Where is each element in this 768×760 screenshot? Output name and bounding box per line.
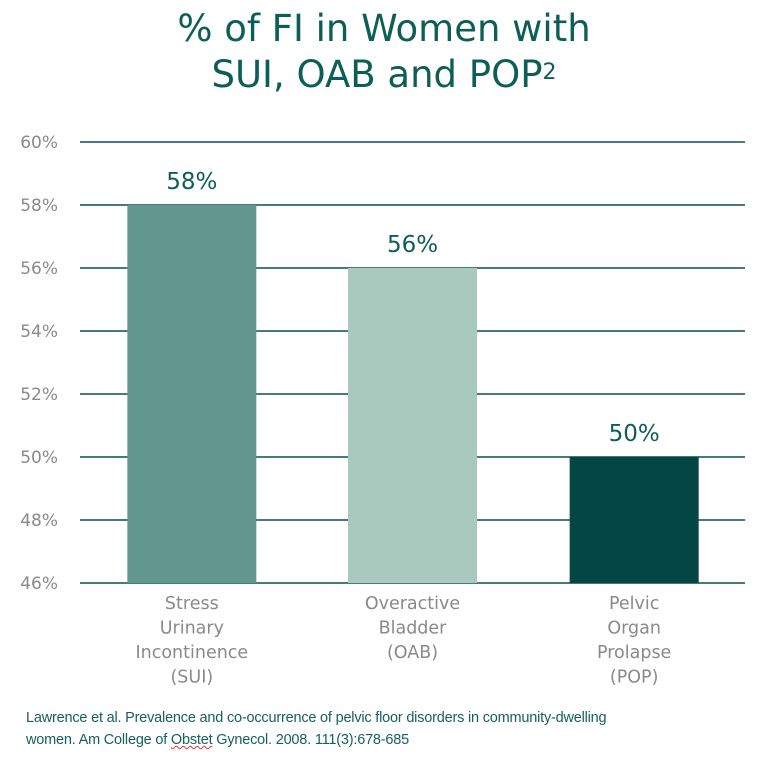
bar-chart: 46% 48% 50% 52% 54% 56% 58% 60% 58% Stress Urinary… bbox=[20, 133, 745, 688]
y-tick-label: 50% bbox=[20, 448, 58, 468]
citation-text: Gynecol. 2008. 111(3):678-685 bbox=[212, 732, 410, 748]
x-tick-label: (POP) bbox=[610, 668, 659, 688]
data-label: 56% bbox=[387, 232, 438, 258]
y-tick-label: 56% bbox=[20, 259, 58, 279]
bar bbox=[127, 205, 257, 583]
data-label: 50% bbox=[609, 421, 660, 447]
chart-title: % of FI in Women with SUI, OAB and POP2 bbox=[0, 6, 768, 98]
x-tick-label: Stress bbox=[165, 594, 219, 614]
x-tick-label: Pelvic bbox=[609, 594, 659, 614]
title-text: SUI, OAB and POP bbox=[211, 53, 543, 96]
y-tick-label: 48% bbox=[20, 511, 58, 531]
citation-text: women. Am College of bbox=[26, 732, 171, 748]
x-tick-label: Prolapse bbox=[597, 643, 671, 663]
x-tick-label: Urinary bbox=[160, 619, 224, 639]
x-tick-label: Organ bbox=[607, 619, 661, 639]
bar bbox=[569, 457, 699, 583]
y-tick-label: 54% bbox=[20, 322, 58, 342]
title-line-1: % of FI in Women with bbox=[177, 7, 591, 50]
citation-line-2: women. Am College of Obstet Gynecol. 200… bbox=[26, 729, 606, 751]
title-line-2: SUI, OAB and POP2 bbox=[0, 52, 768, 98]
x-tick-label: Bladder bbox=[379, 619, 448, 639]
title-superscript: 2 bbox=[542, 60, 557, 85]
bar bbox=[348, 268, 477, 583]
y-tick-label: 60% bbox=[20, 133, 58, 153]
citation-spellcheck-word: Obstet bbox=[170, 732, 213, 748]
citation-line-1: Lawrence et al. Prevalence and co-occurr… bbox=[26, 710, 607, 726]
citation: Lawrence et al. Prevalence and co-occurr… bbox=[26, 707, 607, 751]
y-tick-label: 46% bbox=[20, 574, 58, 594]
x-tick-label: (OAB) bbox=[387, 643, 438, 663]
x-tick-label: Incontinence bbox=[135, 643, 248, 663]
x-tick-label: (SUI) bbox=[170, 668, 213, 688]
y-tick-label: 58% bbox=[20, 196, 58, 216]
y-tick-label: 52% bbox=[20, 385, 58, 405]
data-label: 58% bbox=[166, 169, 217, 195]
x-tick-label: Overactive bbox=[365, 594, 460, 614]
